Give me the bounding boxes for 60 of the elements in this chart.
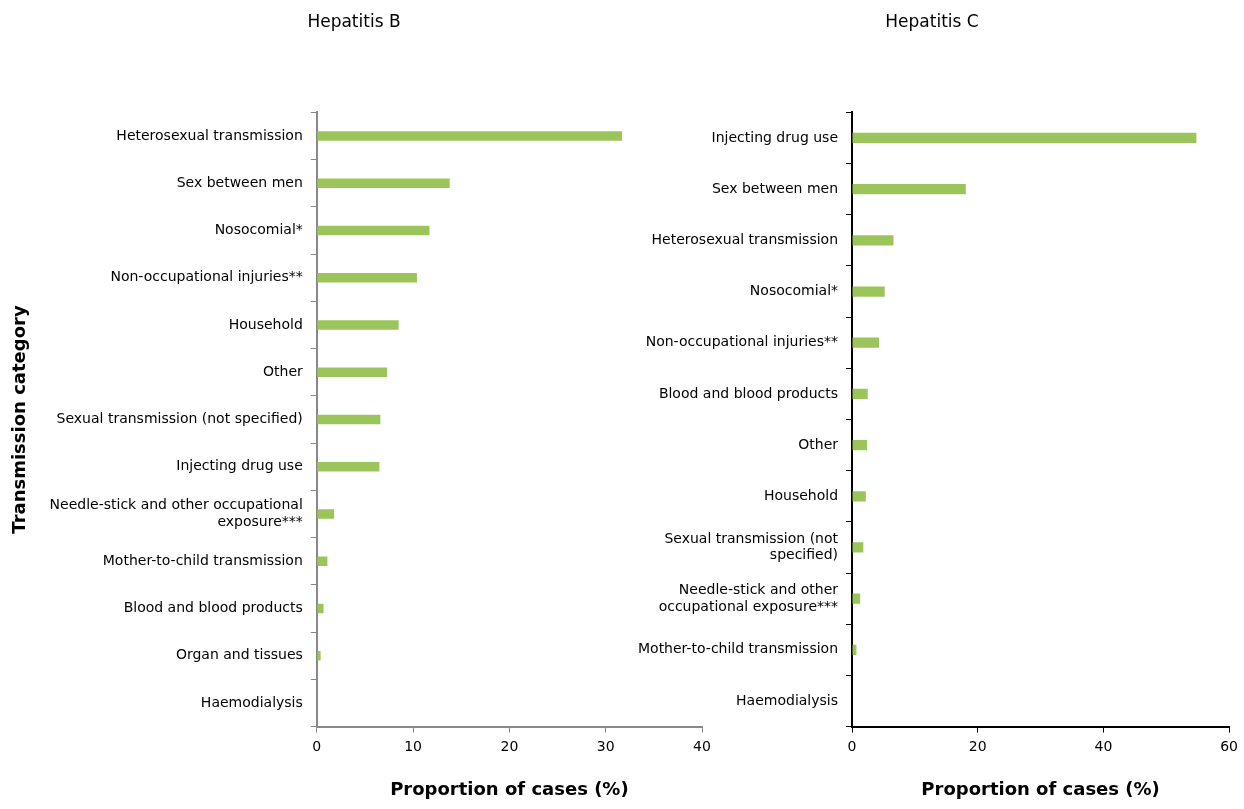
bar bbox=[317, 556, 328, 566]
bar bbox=[852, 388, 868, 400]
bar bbox=[852, 439, 868, 451]
y-tick-label: Injecting drug use bbox=[176, 457, 303, 474]
bar bbox=[317, 367, 388, 377]
y-tick-label: Other bbox=[798, 435, 839, 452]
x-tick-label: 60 bbox=[1220, 737, 1239, 754]
x-tick-label: 20 bbox=[500, 737, 519, 754]
y-tick-label: Heterosexual transmission bbox=[651, 231, 839, 247]
bar bbox=[317, 273, 417, 283]
y-tick-label: Household bbox=[763, 486, 839, 503]
y-tick-label: Blood and blood products bbox=[658, 384, 839, 401]
y-tick-label: Needle-stick and other occupational exposure*** bbox=[658, 580, 839, 614]
x-tick-label: 10 bbox=[404, 737, 423, 754]
bar bbox=[317, 509, 335, 519]
bar bbox=[852, 286, 885, 297]
bar bbox=[317, 462, 380, 472]
y-tick-label: Heterosexual transmission bbox=[116, 126, 303, 143]
y-tick-label: Non-occupational injuries** bbox=[645, 333, 839, 350]
bar bbox=[317, 651, 321, 661]
y-tick-label: Mother-to-child transmission bbox=[102, 551, 303, 568]
bar bbox=[852, 542, 864, 553]
y-tick-label: Nosocomial* bbox=[214, 221, 303, 238]
x-tick-label: 40 bbox=[1094, 737, 1113, 754]
bar bbox=[317, 414, 381, 425]
y-tick-label: Haemodialysis bbox=[736, 691, 839, 708]
bar bbox=[852, 132, 1197, 144]
bar bbox=[852, 184, 966, 195]
y-tick-label: Sex between men bbox=[711, 179, 839, 196]
chart-title: Hepatitis B bbox=[307, 10, 401, 31]
y-axis-title: Transmission category bbox=[8, 305, 30, 534]
bar bbox=[852, 491, 866, 502]
x-tick-label: 20 bbox=[968, 737, 987, 754]
bar bbox=[317, 320, 399, 330]
y-tick-label: Other bbox=[263, 362, 304, 379]
x-tick-label: 0 bbox=[312, 737, 322, 754]
x-tick-label: 40 bbox=[693, 737, 711, 754]
bar bbox=[852, 337, 880, 348]
x-axis-title: Proportion of cases (%) bbox=[390, 777, 629, 799]
bar bbox=[317, 178, 450, 188]
bar bbox=[317, 131, 623, 141]
y-tick-label: Sex between men bbox=[176, 173, 303, 190]
y-tick-label: Injecting drug use bbox=[711, 128, 839, 145]
bar bbox=[317, 225, 430, 236]
chart-title: Hepatitis C bbox=[885, 10, 979, 31]
x-tick-label: 30 bbox=[596, 737, 615, 754]
y-tick-label: Mother-to-child transmission bbox=[637, 640, 839, 657]
y-tick-label: Sexual transmission (not specified) bbox=[664, 529, 839, 563]
y-tick-label: Organ and tissues bbox=[175, 646, 303, 663]
y-tick-label: Non-occupational injuries** bbox=[110, 268, 303, 285]
y-tick-label: Needle-stick and other occupational exposure*** bbox=[49, 496, 303, 530]
y-tick-label: Household bbox=[228, 315, 303, 332]
y-tick-label: Nosocomial* bbox=[749, 282, 839, 299]
y-tick-label: Blood and blood products bbox=[123, 599, 303, 616]
x-axis-title: Proportion of cases (%) bbox=[921, 777, 1160, 799]
y-tick-label: Sexual transmission (not specified) bbox=[56, 410, 303, 427]
x-tick-label: 0 bbox=[847, 737, 857, 754]
y-tick-label: Haemodialysis bbox=[200, 693, 303, 710]
bar bbox=[852, 235, 894, 246]
bar bbox=[317, 603, 324, 614]
